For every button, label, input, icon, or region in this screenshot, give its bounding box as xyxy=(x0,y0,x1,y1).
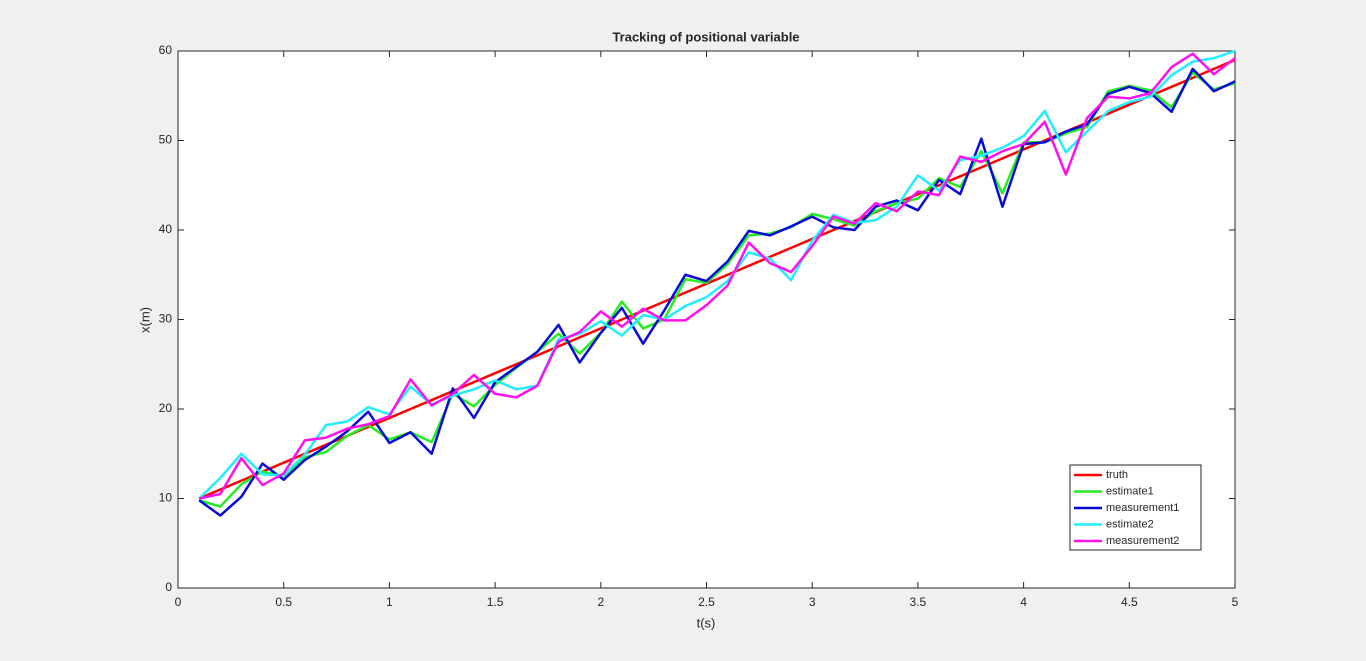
series-line xyxy=(198,52,1236,500)
y-tick-label: 10 xyxy=(159,491,173,505)
series-line xyxy=(198,71,1236,508)
legend-label: truth xyxy=(1106,469,1128,481)
y-tick-label: 30 xyxy=(159,312,173,326)
x-tick-label: 1.5 xyxy=(487,595,504,609)
y-tick-label: 60 xyxy=(159,43,173,57)
x-tick-label: 2.5 xyxy=(698,595,715,609)
chart-title: Tracking of positional variable xyxy=(612,29,799,44)
axes-box xyxy=(177,50,1236,589)
x-tick-label: 0.5 xyxy=(275,595,292,609)
x-tick-label: 2 xyxy=(597,595,604,609)
x-tick-label: 1 xyxy=(386,595,393,609)
x-tick-label: 5 xyxy=(1232,595,1239,609)
x-tick-label: 4 xyxy=(1020,595,1027,609)
x-tick-label: 3 xyxy=(809,595,816,609)
x-axis-label: t(s) xyxy=(697,615,716,630)
y-tick-label: 0 xyxy=(165,580,172,594)
series-line xyxy=(198,67,1236,517)
legend-label: measurement1 xyxy=(1106,502,1179,514)
x-tick-label: 3.5 xyxy=(910,595,927,609)
legend-label: estimate1 xyxy=(1106,485,1154,497)
x-tick-label: 4.5 xyxy=(1121,595,1138,609)
legend-label: measurement2 xyxy=(1106,535,1179,547)
y-axis-label: x(m) xyxy=(137,307,152,333)
series-line xyxy=(198,49,1236,500)
y-tick-label: 40 xyxy=(159,222,173,236)
legend-label: estimate2 xyxy=(1106,518,1154,530)
y-tick-label: 20 xyxy=(159,401,173,415)
y-tick-label: 50 xyxy=(159,133,173,147)
x-tick-label: 0 xyxy=(175,595,182,609)
